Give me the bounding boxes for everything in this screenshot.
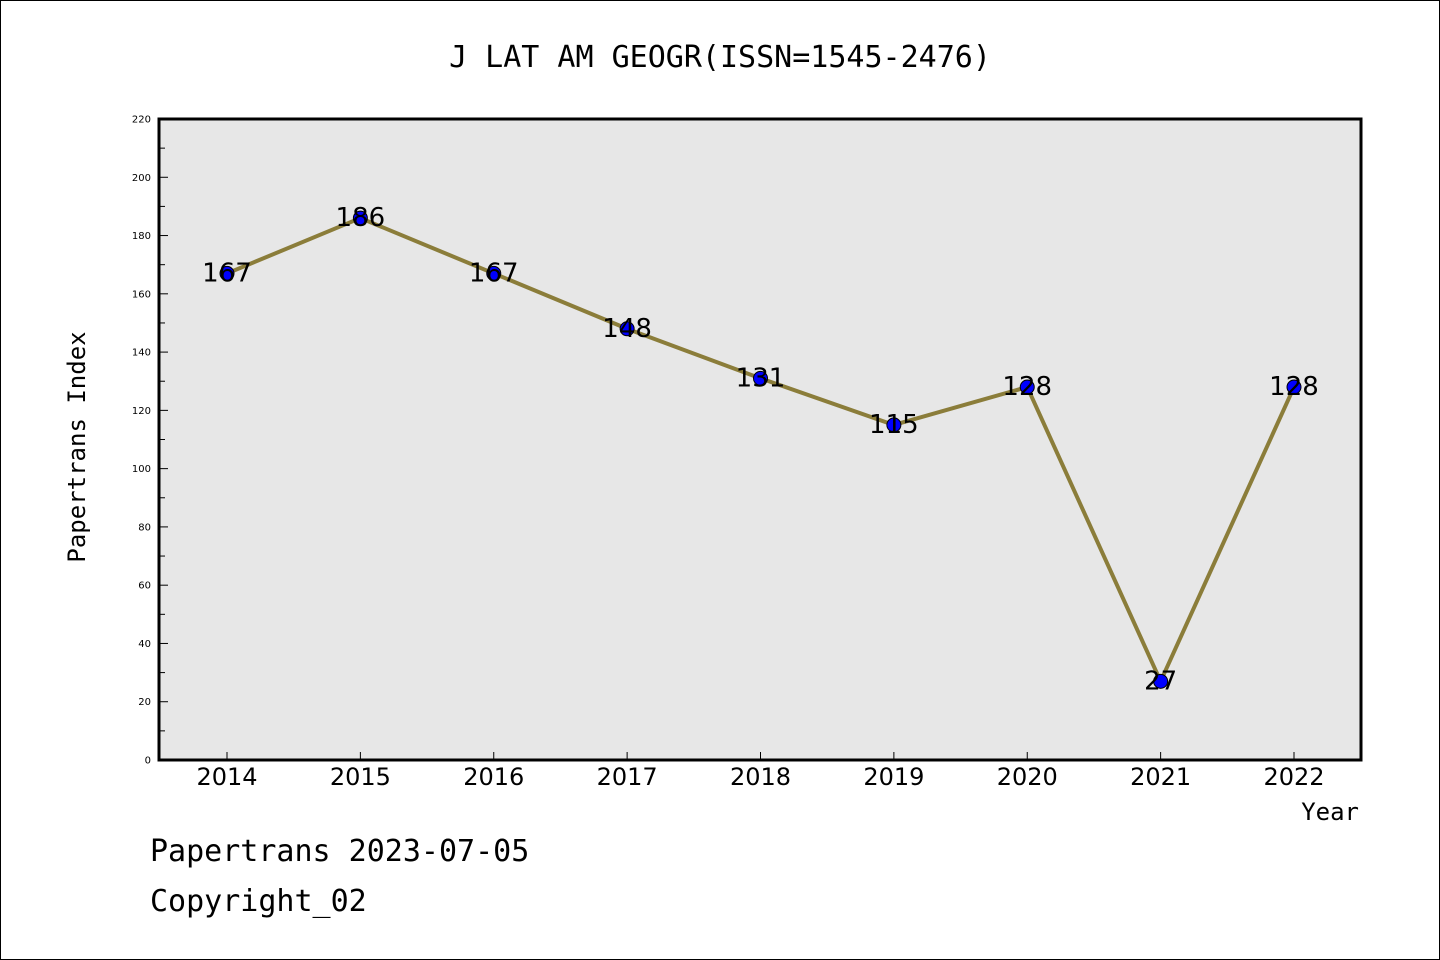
y-axis: 0 20 40 60 80 100 120 140 160 180 200 220: [132, 115, 168, 767]
x-axis: 2014 2015 2016 2017 2018 2019 2020 2021 2022: [196, 752, 1325, 791]
y-tick-label: 100: [132, 464, 151, 475]
data-label: 167: [202, 258, 252, 288]
series-markers: [219, 210, 1302, 689]
y-axis-label: Papertrans Index: [63, 331, 91, 562]
data-point: [1153, 673, 1169, 689]
data-point: [219, 265, 235, 281]
data-point: [352, 210, 368, 226]
chart-title: J LAT AM GEOGR(ISSN=1545-2476): [449, 40, 991, 75]
y-tick-label: 60: [138, 581, 151, 592]
data-point: [619, 321, 635, 337]
data-point: [486, 265, 502, 281]
x-tick-label: 2021: [1130, 763, 1191, 791]
y-tick-label: 160: [132, 289, 151, 300]
y-tick-label: 0: [145, 756, 151, 767]
y-tick-label: 80: [138, 522, 151, 533]
data-point: [753, 370, 768, 386]
data-label: 131: [736, 363, 786, 393]
x-tick-label: 2022: [1263, 763, 1324, 791]
data-label: 128: [1002, 372, 1052, 402]
y-tick-label: 220: [132, 115, 151, 126]
data-label: 128: [1269, 372, 1319, 402]
x-tick-label: 2019: [863, 763, 924, 791]
x-tick-label: 2017: [597, 763, 658, 791]
plot-area: [157, 117, 1363, 762]
y-tick-label: 40: [138, 639, 151, 650]
data-label: 148: [602, 314, 652, 344]
data-label: 115: [869, 410, 919, 440]
data-label: 186: [336, 203, 386, 233]
x-axis-label: Year: [1301, 798, 1359, 826]
data-labels: 167 186 167 148 131 115 128 27 128: [202, 203, 1319, 696]
y-tick-label: 120: [132, 406, 151, 417]
data-label: 27: [1144, 666, 1177, 696]
y-tick-label: 20: [138, 697, 151, 708]
x-tick-label: 2020: [997, 763, 1058, 791]
x-tick-label: 2016: [463, 763, 524, 791]
y-tick-label: 180: [132, 231, 151, 242]
data-label: 167: [469, 258, 519, 288]
footer-copyright: Copyright_02: [150, 884, 367, 919]
x-tick-label: 2014: [196, 763, 257, 791]
data-point: [1019, 379, 1035, 395]
x-tick-label: 2015: [330, 763, 391, 791]
x-tick-label: 2018: [730, 763, 791, 791]
data-point: [886, 417, 902, 433]
y-tick-label: 140: [132, 348, 151, 359]
footer-date: Papertrans 2023-07-05: [150, 834, 530, 869]
y-tick-label: 200: [132, 173, 151, 184]
data-point: [1286, 379, 1302, 395]
